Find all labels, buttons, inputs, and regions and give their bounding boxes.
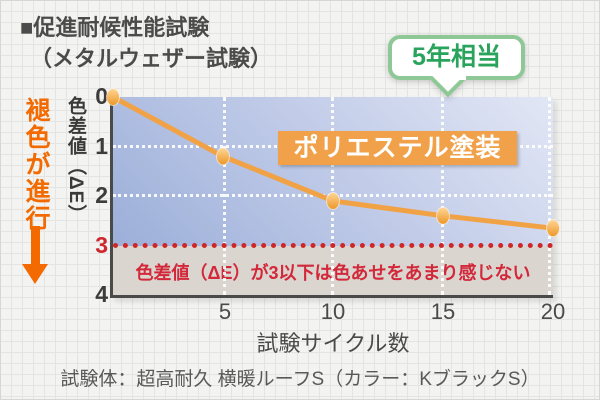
x-tick-20: 20 — [540, 299, 566, 324]
x-tick-10: 10 — [320, 299, 346, 324]
y-tick-1: 1 — [95, 133, 108, 159]
bubble-tail-cover — [438, 72, 466, 80]
gridline-vertical — [441, 97, 444, 295]
gridline-vertical — [548, 97, 551, 295]
down-arrow-head — [22, 264, 48, 284]
series-label-badge: ポリエステル塗装 — [278, 131, 517, 165]
gridline-vertical — [331, 97, 334, 295]
page-title: ■促進耐候性能試験 （メタルウェザー試験） — [20, 12, 272, 74]
annotation-bubble-label: 5年相当 — [412, 43, 501, 71]
y-tick-2: 2 — [95, 182, 108, 208]
x-tick-15: 15 — [430, 299, 456, 324]
annotation-bubble-5years: 5年相当 — [388, 35, 525, 98]
threshold-line — [113, 243, 553, 248]
specimen-caption: 試験体：超高耐久 横暖ルーフS（カラー：KブラックS） — [60, 369, 540, 390]
y-tick-0: 0 — [95, 83, 108, 109]
plot-area: 色差値（ΔE）が3以下は色あせをあまり感じない ポリエステル塗装 — [110, 97, 553, 298]
gridline-vertical — [223, 97, 226, 295]
y-tick-4: 4 — [95, 281, 108, 307]
down-arrow-stem — [30, 226, 40, 264]
x-tick-5: 5 — [218, 299, 232, 324]
page-title-line1: ■促進耐候性能試験 — [20, 15, 210, 40]
fading-direction-label: 褪色が進行 — [22, 97, 50, 232]
y-axis-label: 色差値（ΔE） — [65, 96, 86, 225]
y-tick-3-threshold: 3 — [95, 232, 108, 258]
x-axis-label: 試験サイクル数 — [256, 331, 410, 356]
down-arrow-icon — [22, 226, 48, 284]
page-title-line2: （メタルウェザー試験） — [30, 46, 273, 71]
